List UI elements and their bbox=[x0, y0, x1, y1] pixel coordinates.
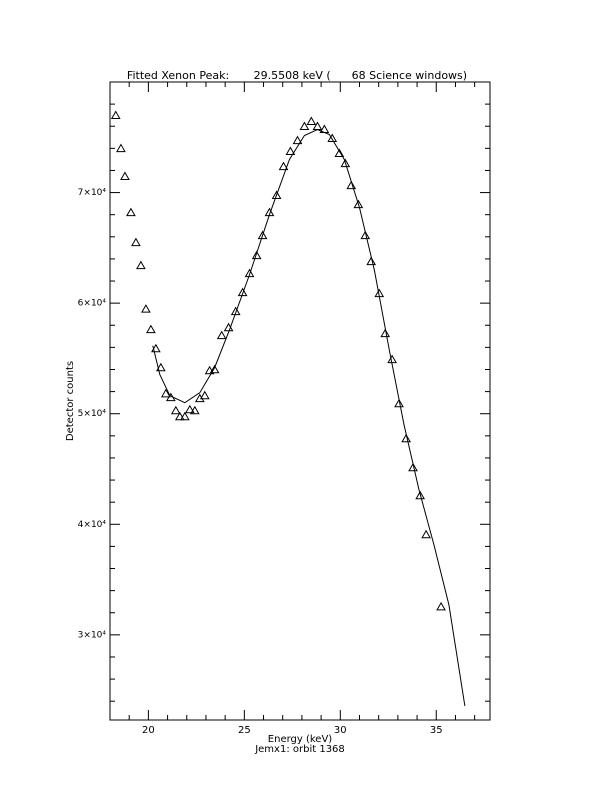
data-point bbox=[244, 268, 255, 278]
subtitle: Jemx1: orbit 1368 bbox=[254, 744, 345, 755]
data-point bbox=[380, 328, 391, 338]
y-tick-label: 5×10⁴ bbox=[78, 409, 107, 419]
data-point bbox=[184, 404, 195, 414]
x-tick-label: 30 bbox=[334, 725, 347, 736]
plot-frame bbox=[109, 81, 491, 721]
data-point bbox=[189, 405, 200, 415]
data-point bbox=[199, 390, 210, 400]
y-tick-label: 6×10⁴ bbox=[78, 299, 107, 309]
data-point bbox=[394, 398, 404, 408]
data-point bbox=[160, 388, 171, 398]
data-point bbox=[327, 133, 338, 143]
data-point bbox=[131, 237, 141, 247]
data-point bbox=[292, 135, 303, 145]
data-point bbox=[436, 601, 446, 611]
data-point bbox=[155, 362, 166, 372]
data-point bbox=[136, 260, 146, 270]
data-point bbox=[116, 143, 126, 153]
x-tick-label: 20 bbox=[142, 725, 155, 736]
y-tick-label: 3×10⁴ bbox=[78, 630, 107, 640]
data-point bbox=[340, 158, 351, 168]
data-point bbox=[306, 116, 317, 125]
data-point bbox=[408, 462, 418, 472]
data-point bbox=[334, 148, 345, 158]
y-tick-label: 7×10⁴ bbox=[78, 188, 107, 198]
data-point bbox=[174, 411, 185, 421]
data-point bbox=[216, 330, 227, 340]
data-point bbox=[415, 490, 426, 500]
data-point bbox=[126, 207, 136, 217]
data-point bbox=[285, 146, 296, 156]
data-point bbox=[278, 161, 289, 171]
data-point bbox=[360, 230, 371, 240]
data-point bbox=[257, 230, 268, 240]
data-point bbox=[146, 324, 156, 334]
y-tick-label: 4×10⁴ bbox=[78, 520, 107, 530]
data-point bbox=[421, 529, 431, 539]
data-point bbox=[179, 411, 190, 421]
data-point bbox=[120, 171, 130, 181]
data-point bbox=[366, 256, 377, 266]
data-point bbox=[110, 110, 121, 120]
y-axis-label: Detector counts bbox=[65, 361, 76, 441]
data-point bbox=[141, 304, 151, 313]
x-axis-label: Energy (keV) bbox=[268, 734, 333, 745]
data-point bbox=[237, 287, 248, 297]
fit-line bbox=[152, 129, 466, 707]
data-point bbox=[251, 250, 262, 260]
data-point bbox=[353, 199, 364, 209]
data-point bbox=[194, 393, 205, 403]
data-point bbox=[230, 306, 241, 316]
data-point bbox=[401, 433, 411, 443]
chart-title: Fitted Xenon Peak: 29.5508 keV ( 68 Scie… bbox=[127, 69, 467, 82]
data-point bbox=[299, 121, 310, 131]
x-tick-label: 35 bbox=[430, 725, 443, 736]
data-point bbox=[346, 180, 357, 190]
x-tick-label: 25 bbox=[238, 725, 251, 736]
data-point bbox=[271, 190, 282, 200]
data-point bbox=[209, 364, 220, 374]
data-point bbox=[170, 405, 181, 415]
